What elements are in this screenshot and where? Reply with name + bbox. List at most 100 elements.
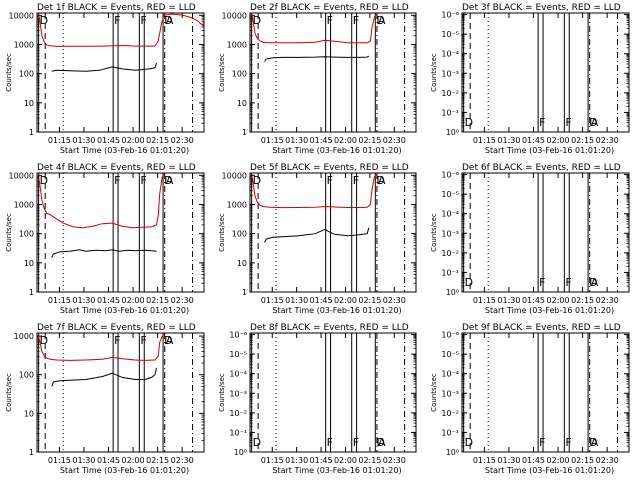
- y-tick-label: 100: [19, 230, 34, 239]
- flag-f: F: [140, 14, 146, 27]
- x-tick-label: 01:30: [285, 456, 308, 465]
- x-tick-label: 02:00: [547, 456, 570, 465]
- plot-frame: [461, 172, 630, 293]
- y-tick-label: 10⁻⁶: [229, 331, 247, 340]
- plot-frame: [36, 12, 205, 133]
- x-tick-label: 01:45: [522, 296, 545, 305]
- series-events: [51, 62, 157, 72]
- x-axis-label: Start Time (03-Feb-16 01:01:20): [485, 306, 614, 315]
- flag-d: D: [164, 334, 172, 347]
- x-tick-label: 01:15: [48, 456, 71, 465]
- panel-det-9: Det 9f BLACK = Events, RED = LLD 10⁰ 10⁻¹ 1…: [430, 323, 630, 475]
- flag-f: F: [353, 14, 359, 27]
- x-tick-label: 01:30: [497, 136, 520, 145]
- y-tick-label: 10⁻²: [441, 249, 459, 258]
- panel-title: Det 3f BLACK = Events, RED = LLD: [462, 3, 621, 13]
- x-tick-label: 02:00: [334, 296, 357, 305]
- flag-f: F: [114, 174, 120, 187]
- x-tick-label: 01:45: [97, 296, 120, 305]
- y-tick-label: 1000: [227, 200, 247, 209]
- y-tick-label: 10⁻⁴: [441, 50, 459, 59]
- y-tick-label: 10⁻⁶: [441, 171, 459, 180]
- panel-title: Det 9f BLACK = Events, RED = LLD: [462, 323, 621, 333]
- flag-f: F: [327, 436, 333, 449]
- panel-det-6: Det 6f BLACK = Events, RED = LLD 10⁰ 10⁻¹ 1…: [430, 163, 630, 315]
- x-tick-label: 02:15: [358, 456, 381, 465]
- x-tick-label: 02:00: [122, 296, 145, 305]
- panel-det-3: Det 3f BLACK = Events, RED = LLD 10⁰ 10⁻¹ 1…: [430, 3, 630, 155]
- y-tick-label: 100: [232, 230, 247, 239]
- flag-d: D: [253, 174, 261, 187]
- x-axis-label: Start Time (03-Feb-16 01:01:20): [60, 146, 189, 155]
- x-tick-label: 02:15: [358, 136, 381, 145]
- x-tick-label: 02:30: [383, 136, 406, 145]
- panel-det-2: Det 2f BLACK = Events, RED = LLD 1 10 100 10…: [218, 3, 417, 155]
- y-tick-label: 100: [232, 70, 247, 79]
- flag-d: D: [40, 174, 48, 187]
- x-axis-label: Start Time (03-Feb-16 01:01:20): [272, 306, 401, 315]
- x-tick-label: 01:30: [72, 136, 95, 145]
- y-tick-label: 10000: [9, 11, 34, 20]
- series-lld: [36, 334, 165, 361]
- flag-f: F: [565, 436, 571, 449]
- x-axis-label: Start Time (03-Feb-16 01:01:20): [485, 146, 614, 155]
- x-tick-label: 01:15: [261, 456, 284, 465]
- x-axis-label: Start Time (03-Feb-16 01:01:20): [60, 466, 189, 475]
- y-tick-label: 10: [24, 409, 34, 418]
- y-tick-label: 10⁻¹: [441, 428, 459, 437]
- series-lld: [36, 13, 205, 47]
- plot-frame: [461, 332, 630, 453]
- series-lld: [249, 13, 378, 44]
- flag-d: D: [589, 116, 597, 129]
- x-tick-label: 01:15: [48, 136, 71, 145]
- flag-d: D: [40, 14, 48, 27]
- panel-title: Det 7f BLACK = Events, RED = LLD: [37, 323, 196, 333]
- x-tick-label: 02:30: [171, 296, 194, 305]
- x-axis-label: Start Time (03-Feb-16 01:01:20): [272, 146, 401, 155]
- y-axis-label: Counts/sec: [430, 213, 438, 252]
- y-tick-label: 10000: [222, 171, 247, 180]
- panel-title: Det 5f BLACK = Events, RED = LLD: [250, 163, 409, 173]
- y-tick-label: 1: [29, 128, 34, 137]
- y-tick-label: 1000: [14, 332, 34, 341]
- series-events: [264, 55, 370, 62]
- flag-d: D: [465, 276, 473, 289]
- x-tick-label: 01:15: [473, 136, 496, 145]
- y-tick-label: 100: [19, 70, 34, 79]
- flag-d: D: [376, 14, 384, 27]
- y-tick-label: 10000: [222, 11, 247, 20]
- x-tick-label: 02:15: [358, 296, 381, 305]
- flag-d: D: [589, 436, 597, 449]
- flag-d: D: [589, 276, 597, 289]
- flag-d: D: [376, 174, 384, 187]
- y-axis-label: Counts/sec: [5, 373, 13, 412]
- x-tick-label: 02:00: [334, 136, 357, 145]
- flag-a: A: [166, 14, 174, 27]
- flag-f: F: [539, 436, 545, 449]
- flag-a: A: [166, 174, 174, 187]
- x-axis-label: Start Time (03-Feb-16 01:01:20): [272, 466, 401, 475]
- x-tick-label: 01:45: [310, 296, 333, 305]
- flag-f: F: [140, 334, 146, 347]
- flag-f: F: [539, 116, 545, 129]
- x-tick-label: 01:15: [473, 296, 496, 305]
- y-axis-label: Counts/sec: [5, 53, 13, 92]
- y-tick-label: 10⁻⁵: [229, 350, 247, 359]
- y-tick-label: 1: [29, 448, 34, 457]
- flag-d: D: [253, 14, 261, 27]
- plot-frame: [249, 172, 417, 293]
- x-tick-label: 02:00: [547, 136, 570, 145]
- y-tick-label: 10⁻⁴: [441, 210, 459, 219]
- x-tick-label: 01:30: [285, 296, 308, 305]
- panel-det-1: Det 1f BLACK = Events, RED = LLD 1 10 100 10…: [5, 3, 205, 155]
- flag-f: F: [353, 174, 359, 187]
- panel-det-4: Det 4f BLACK = Events, RED = LLD 1 10 100 10…: [5, 163, 205, 315]
- y-tick-label: 10⁻³: [229, 389, 247, 398]
- flag-a: A: [591, 436, 599, 449]
- x-tick-label: 01:45: [522, 136, 545, 145]
- x-tick-label: 01:30: [497, 296, 520, 305]
- series-events: [51, 249, 157, 258]
- series-lld: [36, 173, 166, 229]
- y-axis-label: Counts/sec: [5, 213, 13, 252]
- flag-a: A: [378, 174, 386, 187]
